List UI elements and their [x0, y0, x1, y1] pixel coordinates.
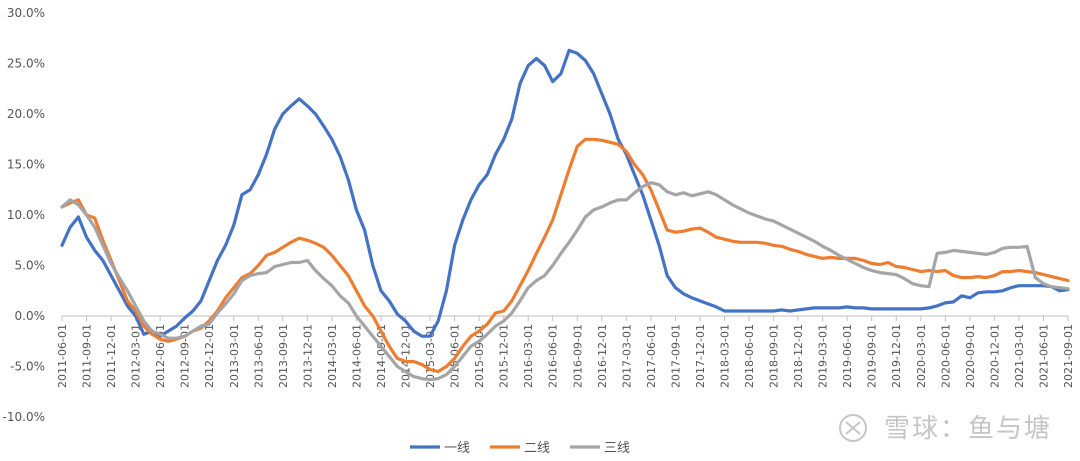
series-line-1 [60, 48, 1070, 338]
x-tick-label: 2018-06-01 [743, 324, 756, 388]
x-tick-label: 2018-12-01 [792, 324, 805, 388]
x-tick-label: 2013-03-01 [228, 324, 241, 388]
x-tick-label: 2012-09-01 [179, 324, 192, 388]
x-tick-label: 2016-12-01 [596, 324, 609, 388]
x-tick-label: 2017-06-01 [645, 324, 658, 388]
x-tick-label: 2016-09-01 [571, 324, 584, 388]
y-tick-label: -5.0% [10, 360, 45, 374]
x-tick-label: 2020-12-01 [988, 324, 1001, 388]
x-tick-label: 2020-06-01 [939, 324, 952, 388]
x-tick-label: 2021-06-01 [1037, 324, 1050, 388]
x-tick-label: 2018-03-01 [718, 324, 731, 388]
legend-label: 二线 [524, 441, 550, 456]
x-tick-label: 2014-06-01 [350, 324, 363, 388]
x-tick-label: 2012-12-01 [203, 324, 216, 388]
x-tick-label: 2013-06-01 [252, 324, 265, 388]
x-tick-label: 2021-03-01 [1013, 324, 1026, 388]
x-tick-label: 2011-06-01 [56, 324, 69, 388]
x-tick-label: 2013-09-01 [277, 324, 290, 388]
series-line-3 [60, 181, 1070, 382]
x-tick-label: 2016-03-01 [522, 324, 535, 388]
snowball-logo-icon [838, 414, 867, 442]
x-axis: 2011-06-01 2011-09-01 2011-12-01 2012-03-01… [56, 315, 1075, 388]
x-tick-label: 2017-12-01 [694, 324, 707, 388]
y-axis: -10.0% -5.0% 0.0% 5.0% 10.0% 15.0% 20.0% 25.0% 3… [3, 6, 45, 424]
x-tick-label: 2014-12-01 [400, 324, 413, 388]
x-tick-label: 2019-12-01 [890, 324, 903, 388]
watermark-text: 雪球：鱼与塘 [883, 414, 1052, 444]
x-tick-label: 2016-06-01 [547, 324, 560, 388]
x-tick-label: 2011-12-01 [105, 324, 118, 388]
x-tick-label: 2018-09-01 [768, 324, 781, 388]
x-tick-label: 2017-09-01 [669, 324, 682, 388]
y-tick-label: 0.0% [15, 309, 46, 323]
x-tick-label: 2017-03-01 [620, 324, 633, 388]
x-tick-label: 2019-09-01 [866, 324, 879, 388]
y-tick-label: 5.0% [15, 259, 46, 273]
series-line-2 [60, 137, 1070, 374]
x-tick-label: 2013-12-01 [301, 324, 314, 388]
legend: 一线 二线 三线 [410, 441, 630, 456]
x-tick-label: 2020-09-01 [964, 324, 977, 388]
x-tick-label: 2019-06-01 [841, 324, 854, 388]
legend-label: 三线 [604, 441, 630, 456]
x-tick-label: 2011-09-01 [81, 324, 94, 388]
y-tick-label: 15.0% [7, 158, 45, 172]
x-tick-label: 2019-03-01 [817, 324, 830, 388]
y-tick-label: 10.0% [7, 208, 45, 222]
x-tick-label: 2020-03-01 [915, 324, 928, 388]
y-tick-label: 30.0% [7, 6, 45, 20]
y-tick-label: 20.0% [7, 107, 45, 121]
x-tick-label: 2014-03-01 [326, 324, 339, 388]
y-tick-label: 25.0% [7, 57, 45, 71]
y-tick-label: -10.0% [3, 410, 45, 424]
x-tick-label: 2021-09-01 [1062, 324, 1075, 388]
x-tick-label: 2015-12-01 [498, 324, 511, 388]
series-lines [60, 48, 1070, 382]
legend-label: 一线 [444, 441, 470, 456]
watermark: 雪球：鱼与塘 [838, 408, 1052, 445]
x-tick-label: 2012-03-01 [130, 324, 143, 388]
